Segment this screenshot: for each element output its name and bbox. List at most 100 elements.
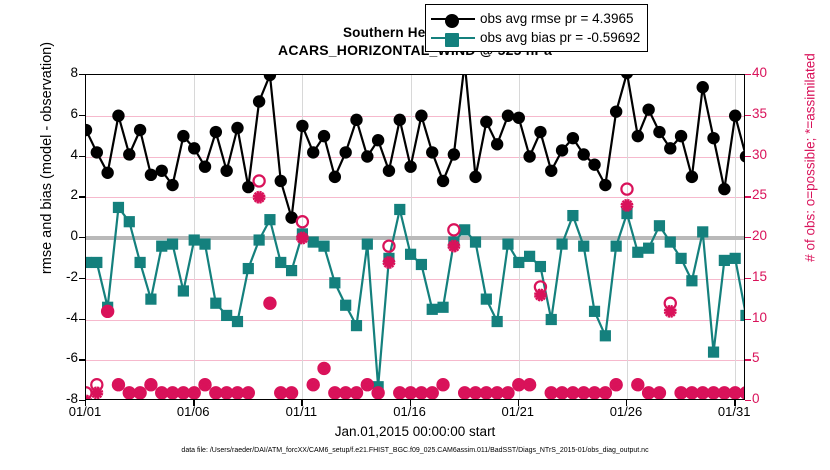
- rmse-point: [566, 131, 580, 145]
- rmse-point: [155, 164, 168, 177]
- rmse-point: [317, 129, 331, 143]
- assimilated-obs-point: [501, 390, 515, 396]
- y-tick-mark-right: [745, 359, 751, 361]
- possible-obs-point: [631, 378, 645, 392]
- chart-title-line2: ACARS_HORIZONTAL_WIND @ 525 hPa: [278, 42, 552, 58]
- gridline-horizontal: [86, 278, 744, 280]
- x-tick-mark: [409, 400, 411, 406]
- assimilated-obs-point: [566, 390, 580, 396]
- assimilated-obs-point: [176, 390, 190, 396]
- bias-point: [578, 240, 590, 252]
- rmse-point: [426, 146, 439, 159]
- assimilated-obs-point: [652, 390, 666, 396]
- possible-obs-point: [263, 296, 277, 310]
- assimilated-obs-point: [533, 292, 547, 298]
- assimilated-obs-point: [739, 390, 744, 394]
- rmse-point: [523, 150, 536, 163]
- possible-obs-point: [382, 239, 396, 253]
- bias-point: [502, 238, 514, 250]
- assimilated-obs-point: [122, 390, 136, 396]
- rmse-point: [177, 129, 190, 143]
- rmse-point: [577, 148, 590, 161]
- legend-marker-sample: [431, 11, 475, 28]
- possible-obs-point: [739, 386, 744, 399]
- assimilated-obs-point: [620, 202, 634, 209]
- filled-circle-icon: [445, 13, 459, 28]
- assimilated-obs-point: [339, 390, 353, 396]
- y-tick-label-left: 2: [70, 187, 78, 203]
- legend-item-1: obs avg bias pr = -0.59692: [431, 28, 640, 47]
- y-tick-mark-right: [745, 237, 751, 239]
- assimilated-obs-point: [382, 259, 396, 266]
- chart-title-line1: Southern Hemisphere: [342, 25, 488, 40]
- bias-point: [361, 238, 373, 250]
- bias-point: [697, 226, 709, 238]
- rmse-point: [512, 111, 525, 124]
- assimilated-obs-point: [414, 390, 428, 396]
- x-tick-label: 01/31: [717, 404, 751, 419]
- assimilated-obs-point: [295, 235, 309, 241]
- series-2: [86, 174, 744, 399]
- zero-reference-line: [86, 236, 744, 240]
- rmse-point: [490, 138, 504, 151]
- assimilated-obs-point: [696, 390, 710, 396]
- rmse-point: [198, 160, 212, 173]
- assimilated-obs-point: [642, 390, 656, 396]
- bias-point: [199, 238, 211, 250]
- legend-item-0: obs avg rmse pr = 4.3965: [431, 9, 640, 28]
- plot-canvas: [86, 75, 744, 399]
- rmse-point: [621, 75, 633, 80]
- possible-obs-point: [598, 386, 613, 399]
- y-tick-label-right: 0: [752, 391, 760, 406]
- x-tick-mark: [85, 400, 87, 406]
- rmse-point: [653, 125, 666, 139]
- rmse-point: [631, 129, 645, 143]
- bias-point: [394, 203, 406, 216]
- y-tick-mark-left: [79, 196, 85, 198]
- x-tick-label: 01/06: [176, 404, 210, 419]
- bias-point: [599, 330, 611, 342]
- bias-point: [513, 256, 525, 269]
- possible-obs-point: [86, 386, 93, 399]
- rmse-point: [415, 109, 428, 122]
- x-tick-label: 01/11: [285, 404, 318, 419]
- rmse-point: [404, 160, 417, 173]
- assimilated-obs-point: [404, 390, 418, 396]
- y-axis-label-left: rmse and bias (model - observation): [39, 41, 55, 275]
- bias-point: [632, 246, 644, 258]
- bias-point: [664, 236, 676, 248]
- rmse-point: [674, 129, 688, 143]
- assimilated-obs-point: [685, 390, 699, 396]
- rmse-point: [436, 174, 450, 188]
- possible-obs-point: [501, 386, 515, 399]
- assimilated-obs-point: [198, 381, 212, 388]
- bias-point: [621, 207, 633, 220]
- assimilated-obs-point: [86, 394, 89, 399]
- assimilated-obs-point: [512, 381, 526, 388]
- y-tick-mark-right: [745, 74, 751, 76]
- assimilated-obs-point: [631, 381, 645, 388]
- rmse-point: [263, 75, 277, 82]
- bias-point: [459, 224, 471, 236]
- rmse-point: [588, 158, 601, 171]
- legend-label: obs avg rmse pr = 4.3965: [480, 11, 634, 26]
- gridline-horizontal: [86, 360, 744, 362]
- bias-point: [285, 265, 298, 277]
- assimilated-obs-point: [306, 381, 320, 388]
- y-tick-label-left: 0: [70, 228, 78, 243]
- rmse-point: [718, 182, 731, 196]
- possible-obs-point: [198, 378, 212, 392]
- gridline-horizontal: [86, 156, 744, 158]
- bias-point: [210, 297, 222, 309]
- x-tick-label: 01/01: [68, 404, 102, 419]
- rmse-point: [307, 146, 320, 159]
- assimilated-obs-point: [458, 390, 472, 396]
- bias-point: [588, 305, 601, 317]
- y-tick-mark-right: [745, 277, 751, 280]
- bias-point: [426, 303, 438, 315]
- y-tick-mark-left: [79, 359, 85, 361]
- rmse-point: [501, 109, 515, 122]
- gridline-horizontal: [86, 115, 744, 117]
- rmse-point: [296, 119, 309, 133]
